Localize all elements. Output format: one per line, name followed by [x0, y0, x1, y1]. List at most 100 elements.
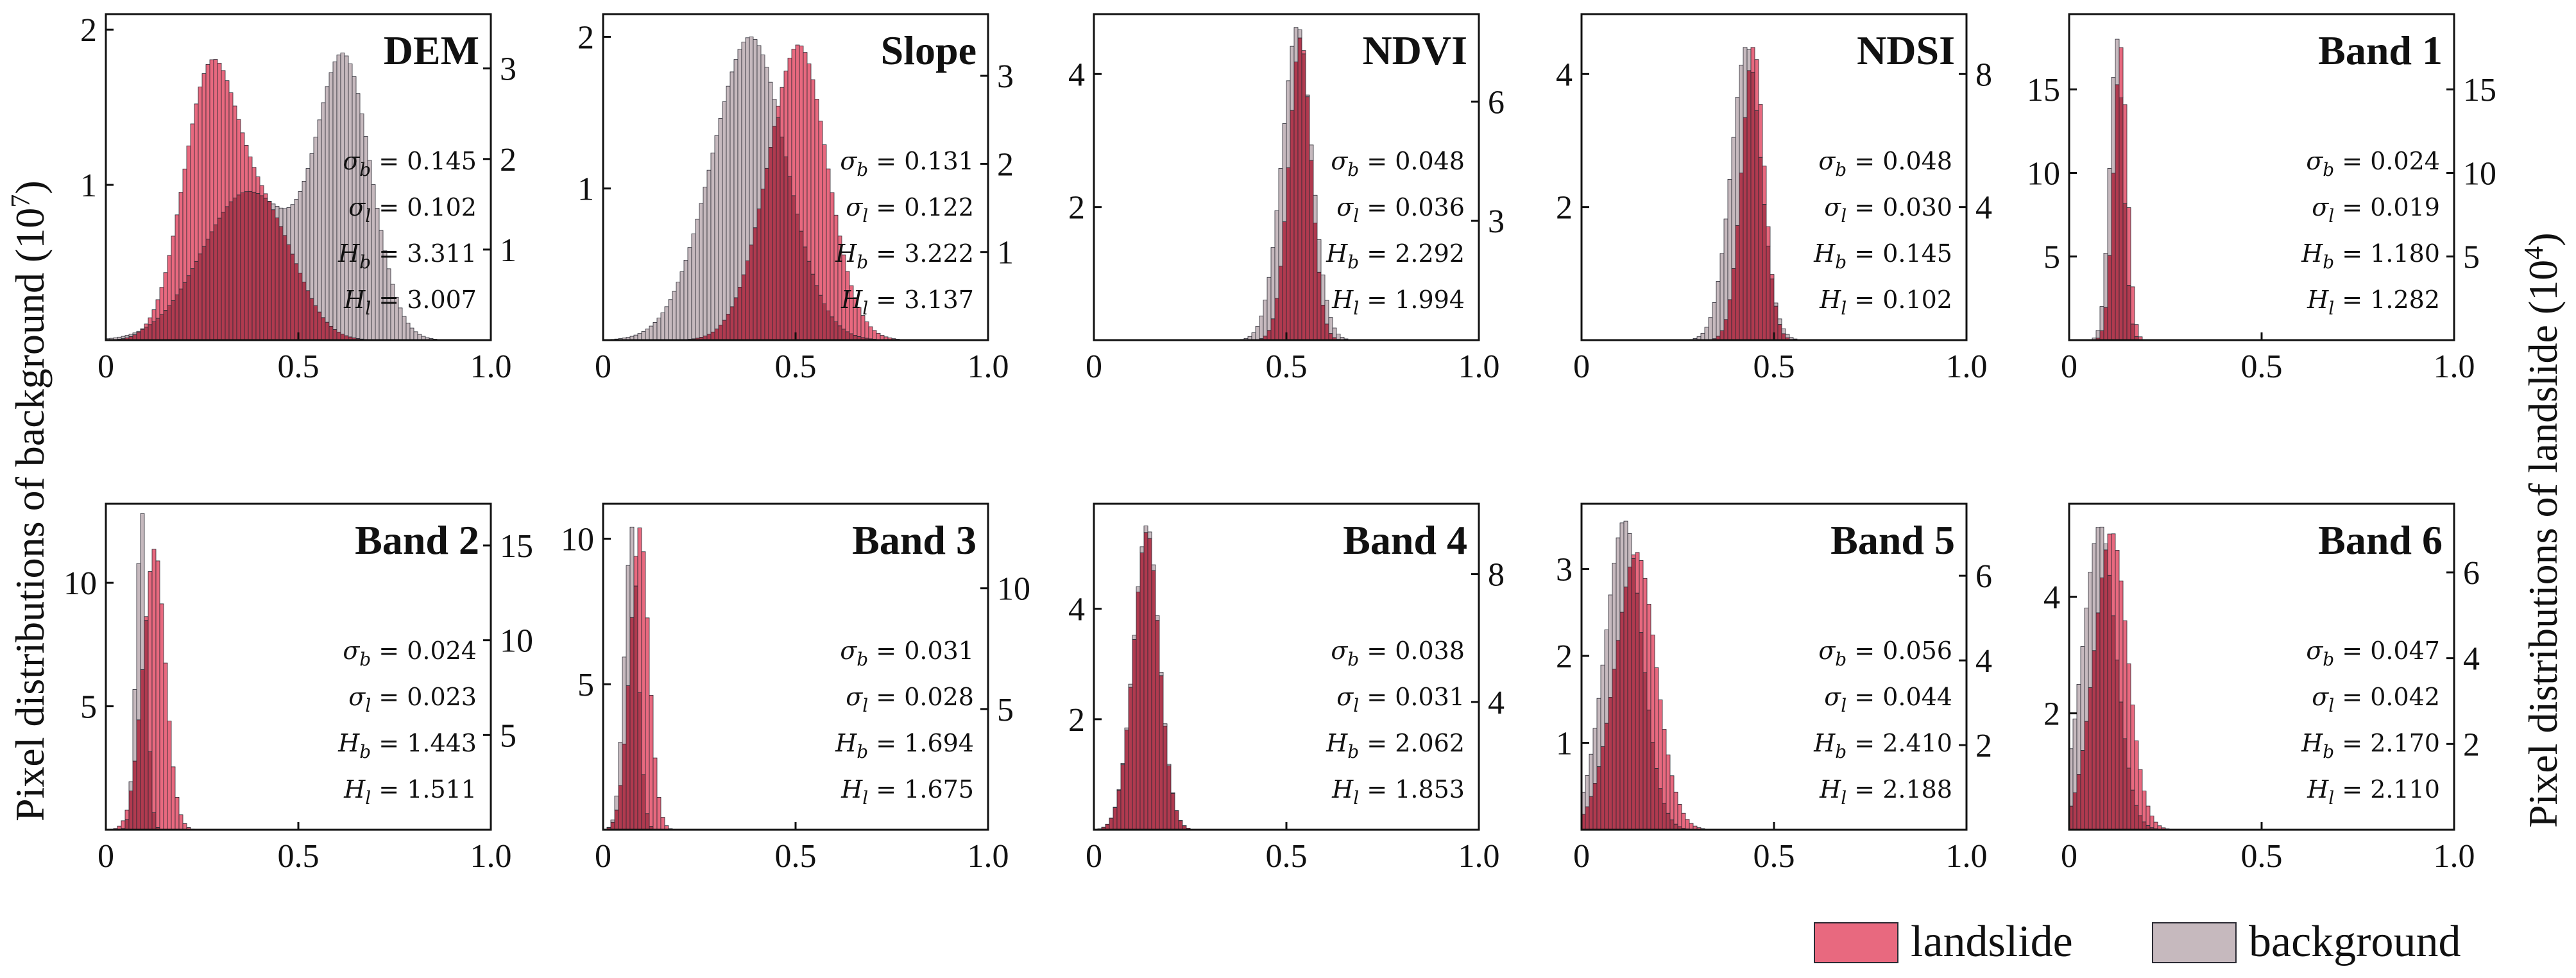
overlap-bar: [313, 305, 318, 341]
background-bar: [699, 203, 704, 338]
overlap-bar: [1139, 553, 1145, 830]
overlap-bar: [171, 300, 176, 341]
overlap-bar: [2126, 768, 2131, 830]
overlap-bar: [1313, 223, 1318, 341]
overlap-bar: [2138, 815, 2143, 830]
landslide-bar: [2138, 769, 2143, 816]
overlap-bar: [1109, 818, 1114, 830]
overlap-bar: [2092, 650, 2097, 830]
landslide-bar: [791, 49, 796, 196]
overlap-bar: [332, 329, 337, 341]
background-bar: [117, 336, 122, 339]
landslide-bar: [1669, 775, 1675, 821]
background-bar: [1151, 564, 1156, 571]
landslide-bar: [2122, 620, 2128, 739]
overlap-bar: [267, 201, 272, 341]
x-tick-label: 0: [595, 838, 611, 875]
overlap-bar: [718, 325, 723, 341]
background-bar: [618, 742, 623, 786]
background-bar: [626, 565, 631, 686]
background-bar: [1293, 27, 1299, 62]
right-tick-label: 10: [500, 623, 533, 660]
landslide-bar: [1750, 47, 1755, 73]
background-bar: [1143, 526, 1148, 533]
landslide-bar: [1754, 59, 1759, 111]
left-tick-label: 2: [80, 12, 97, 49]
overlap-bar: [2122, 203, 2128, 341]
overlap-bar: [2099, 578, 2104, 830]
stat-h-l: Hl = 3.007: [343, 286, 477, 319]
landslide-bar: [818, 121, 823, 296]
background-bar: [413, 331, 418, 341]
landslide-bar: [248, 156, 253, 192]
background-bar: [1585, 775, 1590, 807]
left-tick-label: 10: [64, 565, 97, 602]
x-tick-label: 0.5: [1753, 838, 1795, 875]
overlap-bar: [1128, 687, 1133, 830]
overlap-bar: [1166, 765, 1172, 830]
background-bar: [1723, 218, 1728, 320]
overlap-bar: [2122, 738, 2128, 830]
landslide-bar: [186, 145, 191, 277]
background-bar: [1773, 302, 1778, 307]
background-bar: [1255, 326, 1260, 340]
overlap-bar: [225, 206, 230, 341]
background-bar: [2088, 572, 2093, 688]
overlap-bar: [776, 117, 781, 341]
background-bar: [614, 795, 619, 811]
overlap-bar: [128, 791, 133, 830]
x-tick-label: 0.5: [1753, 348, 1795, 385]
landslide-bar: [2111, 533, 2116, 617]
overlap-bar: [645, 813, 650, 830]
background-bar: [737, 49, 742, 287]
stat-h-b: Hb = 3.311: [337, 239, 477, 273]
background-bar: [741, 42, 746, 275]
background-bar: [132, 332, 137, 336]
overlap-bar: [1642, 672, 1648, 830]
stat-sigma-b: σb = 0.031: [840, 637, 974, 670]
stat-h-l: Hl = 1.853: [1331, 775, 1465, 809]
overlap-bar: [1758, 157, 1763, 341]
background-bar: [1700, 332, 1705, 341]
overlap-bar: [259, 195, 264, 341]
x-tick-label: 0: [2061, 348, 2077, 385]
background-bar: [1596, 698, 1601, 768]
landslide-bar: [1685, 819, 1690, 830]
landslide-bar: [1654, 667, 1659, 769]
background-bar: [278, 207, 284, 227]
right-axis-label-exp: 4: [2520, 246, 2549, 260]
overlap-bar: [282, 235, 287, 341]
stat-sigma-b: σb = 0.131: [840, 147, 974, 180]
overlap-bar: [305, 290, 311, 341]
x-tick-label: 1.0: [2434, 838, 2475, 875]
background-bar: [706, 169, 712, 335]
overlap-bar: [1589, 796, 1594, 830]
background-bar: [1267, 277, 1272, 331]
landslide-bar: [228, 92, 234, 203]
landslide-bar: [159, 603, 164, 830]
left-axis-label-text: Pixel distributions of background (10: [7, 208, 53, 821]
x-tick-label: 1.0: [968, 838, 1009, 875]
landslide-bar: [2130, 705, 2135, 791]
landslide-bar: [1631, 554, 1636, 559]
overlap-bar: [148, 751, 153, 830]
landslide-bar: [803, 52, 808, 248]
overlap-bar: [1585, 806, 1590, 830]
overlap-bar: [745, 260, 750, 341]
left-tick-label: 4: [1068, 592, 1085, 628]
overlap-bar: [2126, 285, 2131, 341]
overlap-bar: [271, 209, 276, 341]
bars-ndsi: [1689, 47, 1802, 341]
background-bar: [128, 334, 133, 337]
overlap-bar: [1328, 333, 1333, 341]
left-tick-label: 2: [2043, 696, 2060, 733]
panel-band-4: Band 4 0 0.5 1.0 2 4 4 8 σb = 0.038 σl = 0.031 Hb …: [1068, 502, 1505, 875]
left-tick-label: 2: [1556, 190, 1573, 227]
background-bar: [1124, 727, 1129, 731]
x-tick-label: 0: [2061, 838, 2077, 875]
stat-h-b: Hb = 0.145: [1813, 239, 1952, 273]
background-bar: [1305, 94, 1310, 98]
overlap-bar: [803, 246, 808, 341]
overlap-bar: [1155, 620, 1160, 830]
left-tick-label: 4: [1068, 56, 1085, 93]
